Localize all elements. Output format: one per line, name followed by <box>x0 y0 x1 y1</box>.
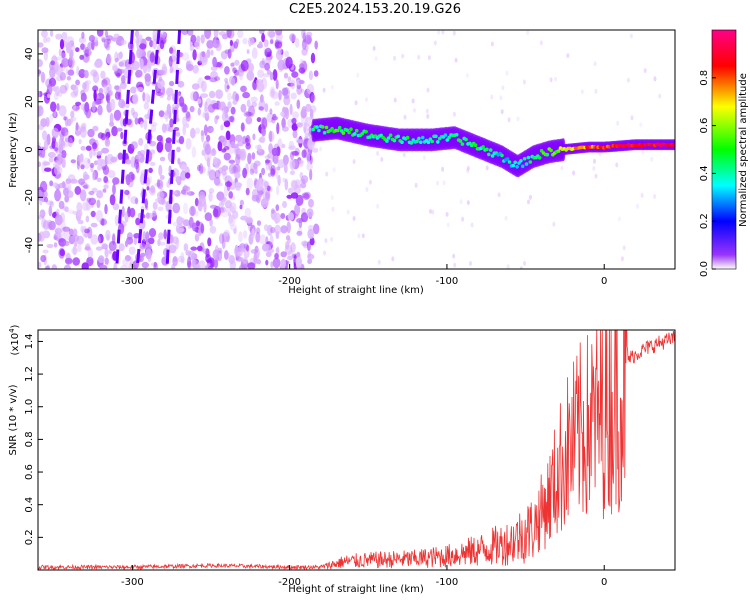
spectrogram-streak-2 <box>135 30 161 269</box>
bottom-y-ticks: 0.2 0.4 0.6 0.8 1.0 1.2 1.4 <box>24 333 43 545</box>
bottom-y-tick-label: 1.2 <box>24 366 35 382</box>
colorbar-gradient <box>711 29 737 270</box>
bottom-y-tick-label: 1.4 <box>24 333 35 349</box>
bottom-y-tick-label: 0.8 <box>24 431 35 447</box>
top-y-ticks: -40 -20 0 20 40 <box>24 48 43 253</box>
colorbar-ticks: 0.0 0.2 0.4 0.6 0.8 <box>699 70 716 277</box>
spectrogram-image <box>38 30 675 269</box>
top-y-tick-label: 0 <box>24 146 35 152</box>
snr-frame <box>37 329 676 571</box>
colorbar-tick-label: 0.2 <box>699 213 710 229</box>
colorbar-tick-label: 0.8 <box>699 70 710 86</box>
colorbar-tick-label: 0.0 <box>699 261 710 277</box>
top-x-tick-label: -300 <box>121 276 144 287</box>
top-x-axis-label: Height of straight line (km) <box>288 285 424 296</box>
colorbar-label: Normalized spectral amplitude <box>738 73 749 227</box>
bottom-y-axis-label: SNR (10 * v/v) <box>8 384 19 455</box>
top-x-tick-label: 0 <box>601 276 607 287</box>
snr-panel: -300 -200 -100 0 0.2 0.4 0.6 0.8 1.0 1.2 1.4 Heig… <box>8 324 676 595</box>
colorbar-tick-label: 0.6 <box>699 118 710 134</box>
top-y-tick-label: -20 <box>24 189 35 205</box>
bottom-y-tick-label: 0.2 <box>24 529 35 545</box>
top-x-ticks: -300 -200 -100 0 <box>121 264 607 287</box>
bottom-y-tick-label: 1.0 <box>24 399 35 415</box>
colorbar: 0.0 0.2 0.4 0.6 0.8 Normalized spectral ampl… <box>699 29 749 277</box>
spectrogram-ridge <box>311 116 675 178</box>
bottom-x-tick-label: -100 <box>436 577 459 588</box>
page-title: C2E5.2024.153.20.19.G26 <box>288 2 462 17</box>
bottom-x-axis-label: Height of straight line (km) <box>288 584 424 595</box>
y-multiplier-label: (x104) <box>8 324 21 355</box>
bottom-y-tick-label: 0.4 <box>24 497 35 513</box>
colorbar-tick-label: 0.4 <box>699 165 710 181</box>
spectrogram-noise-region <box>38 30 662 269</box>
top-x-tick-label: -100 <box>436 276 459 287</box>
top-y-tick-label: 20 <box>24 95 35 108</box>
bottom-x-ticks: -300 -200 -100 0 <box>121 565 607 588</box>
top-y-tick-label: 40 <box>24 48 35 61</box>
bottom-x-tick-label: -300 <box>121 577 144 588</box>
bottom-y-tick-label: 0.6 <box>24 464 35 480</box>
bottom-x-tick-label: 0 <box>601 577 607 588</box>
top-y-axis-label: Frequency (Hz) <box>8 112 19 188</box>
bottom-x-tick-label: -200 <box>278 577 301 588</box>
top-x-tick-label: -200 <box>278 276 301 287</box>
snr-series-line <box>38 330 675 570</box>
top-y-tick-label: -40 <box>24 237 35 253</box>
